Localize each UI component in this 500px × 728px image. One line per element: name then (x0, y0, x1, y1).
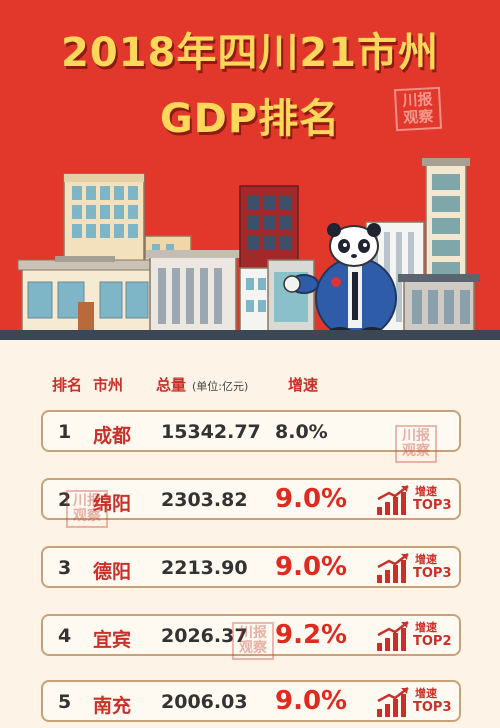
badge-label: 增速 (415, 485, 437, 498)
growth-top-badge: 增速 TOP3 (375, 685, 457, 719)
row-total: 2303.82 (161, 489, 248, 511)
rising-bar-chart-icon (377, 621, 409, 651)
row-total: 2026.37 (161, 625, 248, 647)
badge-top: TOP3 (413, 498, 452, 513)
table-row: 5 南充 2006.03 9.0% 增速 TOP3 (41, 680, 461, 722)
watermark-seal: 川报 观察 (395, 425, 437, 463)
ground-strip (0, 330, 500, 340)
rising-bar-chart-icon (377, 485, 409, 515)
building-middle-grey (146, 250, 240, 333)
row-growth: 9.0% (275, 552, 348, 582)
growth-top-badge: 增速 TOP2 (375, 619, 457, 653)
watermark-seal: 川报 观察 (232, 622, 274, 660)
building-tall-left (63, 173, 145, 275)
header-total: 总量 (156, 376, 187, 394)
table-row: 1 成都 15342.77 8.0% (41, 410, 461, 452)
city-skyline-illustration (17, 158, 480, 340)
row-city: 南充 (93, 695, 132, 717)
badge-label: 增速 (415, 553, 437, 566)
table-row: 2 绵阳 2303.82 9.0% 增速 TOP3 (41, 478, 461, 520)
row-growth: 9.0% (275, 484, 348, 514)
row-rank: 3 (58, 557, 72, 579)
building-front-left (17, 256, 157, 333)
header-unit: (单位:亿元) (192, 380, 249, 393)
title-line-2: GDP排名 (159, 96, 341, 142)
row-rank: 5 (58, 691, 72, 713)
rising-bar-chart-icon (377, 553, 409, 583)
row-growth: 9.2% (275, 620, 348, 650)
row-total: 15342.77 (161, 421, 261, 443)
row-growth: 9.0% (275, 686, 348, 716)
growth-top-badge: 增速 TOP3 (375, 483, 457, 517)
badge-top: TOP3 (413, 566, 452, 581)
row-city: 宜宾 (93, 629, 132, 651)
table-row: 4 宜宾 2026.37 9.2% 增速 TOP2 (41, 614, 461, 656)
growth-top-badge: 增速 TOP3 (375, 551, 457, 585)
badge-top: TOP2 (413, 634, 452, 649)
row-total: 2006.03 (161, 691, 248, 713)
header-city: 市州 (93, 376, 124, 394)
row-rank: 1 (58, 421, 72, 443)
row-rank: 4 (58, 625, 72, 647)
rising-bar-chart-icon (377, 687, 409, 717)
row-growth: 8.0% (275, 421, 328, 443)
badge-top: TOP3 (413, 700, 452, 715)
header-rank: 排名 (52, 376, 83, 394)
row-city: 成都 (93, 425, 132, 447)
table-row: 3 德阳 2213.90 9.0% 增速 TOP3 (41, 546, 461, 588)
badge-label: 增速 (415, 687, 437, 700)
title-line-1: 2018年四川21市州 (61, 30, 439, 76)
watermark-seal: 川报 观察 (66, 490, 108, 528)
row-rank: 2 (58, 489, 72, 511)
badge-label: 增速 (415, 621, 437, 634)
header-growth: 增速 (288, 376, 319, 394)
header-banner: 2018年四川21市州 GDP排名 川报 观察 (0, 0, 500, 340)
row-total: 2213.90 (161, 557, 248, 579)
row-city: 绵阳 (93, 493, 132, 515)
row-city: 德阳 (93, 561, 132, 583)
